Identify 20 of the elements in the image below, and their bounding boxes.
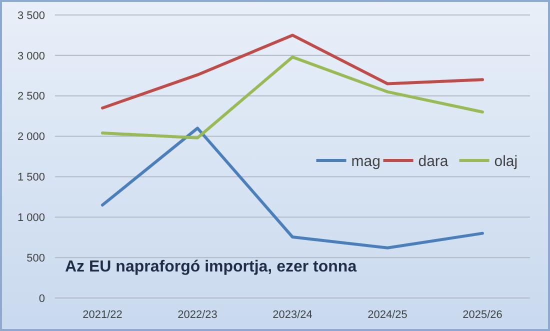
- line-series: [101, 126, 484, 250]
- y-tick-label: 500: [26, 252, 45, 264]
- y-tick-label: 1 500: [17, 172, 45, 184]
- x-tick-label: 2025/26: [462, 309, 502, 321]
- line-series: [101, 56, 484, 140]
- text: Az EU napraforgó importja, ezer tonna: [65, 258, 357, 276]
- line-series: [101, 34, 484, 110]
- x-tick-label: 2021/22: [82, 309, 122, 321]
- legend-label: olaj: [494, 152, 518, 170]
- x-tick-label: 2022/23: [178, 309, 218, 321]
- legend-label: mag: [351, 152, 380, 170]
- y-tick-label: 2 500: [17, 90, 45, 103]
- y-tick-label: 3 500: [17, 10, 45, 22]
- x-tick-label: 2023/24: [272, 309, 312, 321]
- y-tick-label: 0: [38, 292, 45, 305]
- y-tick-label: 3 000: [17, 50, 45, 62]
- y-tick-label: 1 000: [17, 212, 45, 224]
- y-tick-label: 2 000: [17, 131, 45, 144]
- x-tick-label: 2024/25: [368, 309, 408, 321]
- legend-label: dara: [418, 152, 449, 170]
